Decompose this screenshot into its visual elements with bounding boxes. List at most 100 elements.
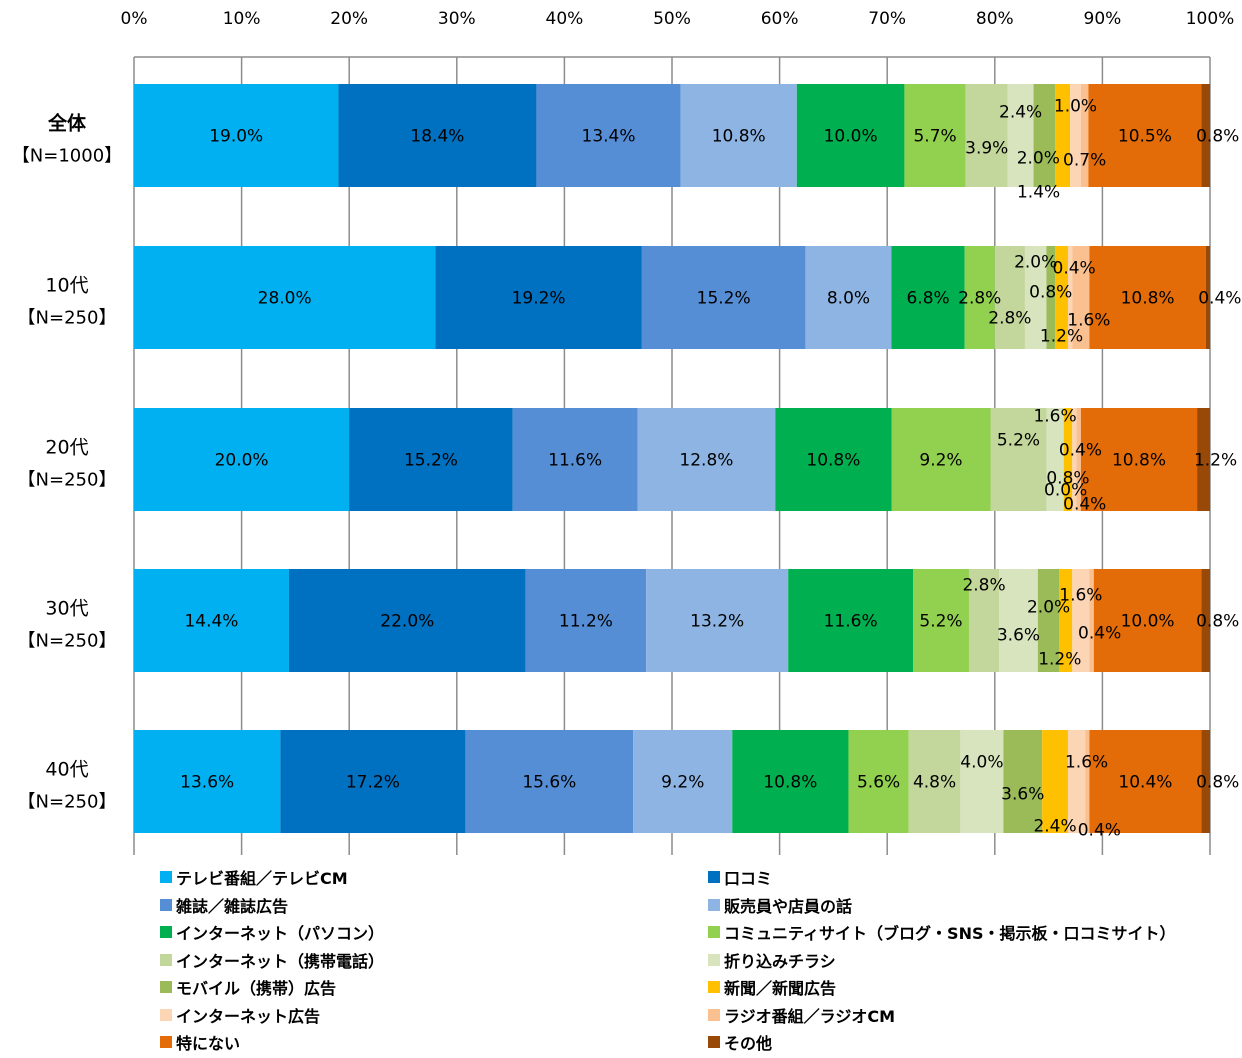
legend-label: 折り込みチラシ (724, 951, 836, 971)
legend-swatch (708, 1036, 720, 1048)
bar-segment (1072, 246, 1090, 349)
bar-segment (732, 730, 849, 833)
x-tick-label: 20% (330, 9, 368, 29)
legend-swatch (160, 871, 172, 883)
data-label: 17.2% (346, 773, 400, 793)
legend-item: 新聞／新聞広告 (708, 976, 836, 998)
category-sample-size: 【N=250】 (18, 792, 117, 813)
data-label: 28.0% (258, 289, 312, 309)
bar-segment (891, 246, 965, 349)
x-tick-label: 10% (223, 9, 261, 29)
data-label: 19.0% (209, 127, 263, 147)
category-labels: 全体【N=1000】10代【N=250】20代【N=250】30代【N=250】… (12, 112, 122, 813)
data-label: 10.4% (1118, 773, 1172, 793)
legend-item: 特にない (160, 1031, 240, 1053)
bar-segment (1007, 84, 1034, 187)
bar-segment (1205, 246, 1210, 349)
x-tick-label: 80% (976, 9, 1014, 29)
bar-segment (1055, 246, 1068, 349)
bar-segment (435, 246, 642, 349)
legend-label: コミュニティサイト（ブログ・SNS・掲示板・口コミサイト） (724, 924, 1176, 943)
x-tick-label: 50% (653, 9, 691, 29)
bar-segment (1033, 84, 1056, 187)
legend-item: 口コミ (708, 866, 772, 888)
data-label: 0.4% (1053, 259, 1096, 279)
bar-segment (280, 730, 466, 833)
category-label: 20代 (45, 437, 88, 459)
bar-segment (1201, 569, 1210, 672)
bar-segment (1093, 569, 1202, 672)
legend-label: インターネット広告 (176, 1006, 321, 1026)
data-label: 0.4% (1078, 821, 1121, 841)
data-label: 0.4% (1063, 495, 1106, 515)
legend-label: 販売員や店員の話 (724, 896, 853, 916)
legend-swatch (708, 926, 720, 938)
data-label: 2.0% (1014, 253, 1057, 273)
bar-segment (134, 84, 339, 187)
bar-segment (1088, 84, 1202, 187)
bars (134, 84, 1210, 833)
data-label: 1.6% (1065, 753, 1108, 773)
legend-label: 新聞／新聞広告 (724, 979, 837, 998)
x-tick-label: 60% (761, 9, 799, 29)
x-tick-label: 30% (438, 9, 476, 29)
data-label: 2.4% (999, 103, 1042, 123)
data-label: 1.2% (1194, 451, 1237, 471)
legend-item: 折り込みチラシ (708, 949, 836, 971)
legend-label: その他 (724, 1034, 773, 1053)
data-label: 0.8% (1029, 283, 1072, 303)
legend-item: モバイル（携帯）広告 (160, 976, 336, 998)
bar-segment (788, 569, 914, 672)
bar-segment (1063, 408, 1073, 511)
x-tick-label: 100% (1186, 9, 1235, 29)
bar-segment (1089, 569, 1094, 672)
bar-segment (1046, 408, 1064, 511)
stacked-bar-chart: 0% 10% 20% 30% 40% 50% 60% 70% 80% 90% 100% 19.0% 1… (12, 9, 1241, 855)
category-sample-size: 【N=250】 (18, 308, 117, 329)
category-sample-size: 【N=1000】 (12, 146, 122, 167)
bar-segment (1067, 730, 1086, 833)
category-label: 40代 (45, 759, 88, 781)
bar-segment (633, 730, 733, 833)
bar-segment (1055, 84, 1071, 187)
x-tick-label: 70% (868, 9, 906, 29)
data-label: 1.6% (1067, 311, 1110, 331)
legend-label: インターネット（パソコン） (176, 924, 385, 943)
data-label: 0.8% (1196, 127, 1239, 147)
legend-swatch (160, 1036, 172, 1048)
bar-segment (637, 408, 776, 511)
data-label: 15.2% (404, 451, 458, 471)
bar-segment (1059, 569, 1073, 672)
bar-segment (1042, 730, 1068, 833)
legend-item: その他 (708, 1031, 772, 1053)
data-label: 6.8% (906, 289, 949, 309)
x-axis-tick-labels: 0% 10% 20% 30% 40% 50% 60% 70% 80% 90% 100% (121, 9, 1235, 29)
data-label: 0.4% (1078, 624, 1121, 644)
data-label: 2.0% (1027, 598, 1070, 618)
bar-segment (908, 730, 961, 833)
bar-segment (960, 730, 1004, 833)
category-label: 10代 (45, 275, 88, 297)
data-label: 10.8% (1112, 451, 1166, 471)
legend-label: モバイル（携帯）広告 (176, 979, 337, 998)
data-label: 9.2% (919, 451, 962, 471)
data-label: 11.6% (548, 451, 602, 471)
data-label: 2.8% (988, 309, 1031, 329)
bar-segment (349, 408, 513, 511)
data-label: 13.6% (180, 773, 234, 793)
data-label: 15.6% (522, 773, 576, 793)
bar-segment (1076, 408, 1081, 511)
data-label: 2.4% (1033, 817, 1076, 837)
data-label: 10.8% (763, 773, 817, 793)
legend-label: ラジオ番組／ラジオCM (724, 1006, 896, 1026)
legend-swatch (160, 926, 172, 938)
data-label: 18.4% (410, 127, 464, 147)
legend-swatch (708, 898, 720, 911)
data-label: 0.7% (1063, 151, 1106, 171)
bar-segment (134, 246, 436, 349)
data-label: 5.7% (913, 127, 956, 147)
legend-item: ラジオ番組／ラジオCM (708, 1004, 895, 1026)
bar-segment (796, 84, 905, 187)
bar-segment (641, 246, 806, 349)
data-label: 12.8% (679, 451, 733, 471)
